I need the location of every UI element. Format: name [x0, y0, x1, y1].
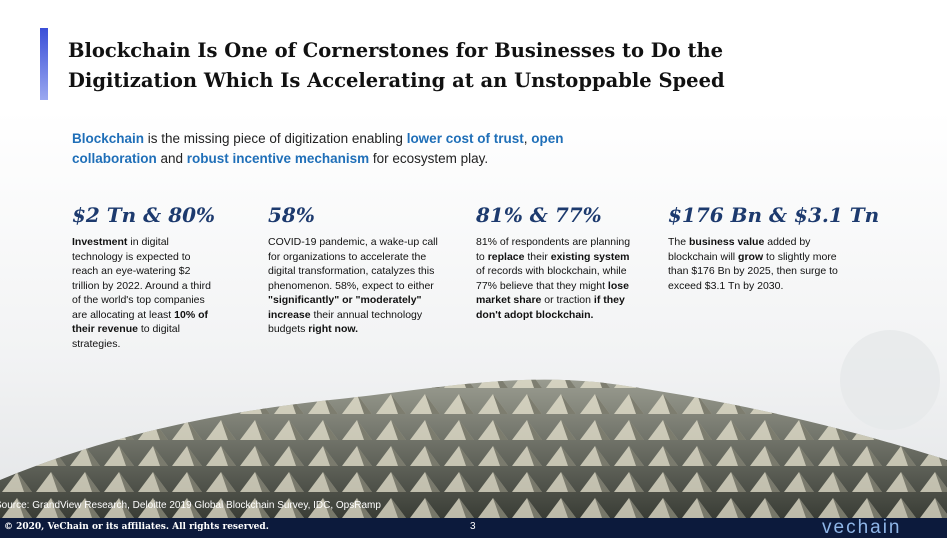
text-run: Blockchain — [72, 131, 145, 146]
stat-body: The business value added by blockchain w… — [668, 235, 843, 293]
stat-heading: 81% & 77% — [476, 203, 602, 227]
footer: © 2020, VeChain or its affiliates. All r… — [0, 517, 947, 538]
text-run: grow — [738, 250, 764, 263]
text-run: their — [524, 250, 551, 263]
text-run: lose market share — [476, 279, 629, 307]
text-run: 81% of respondents are planning to — [476, 236, 631, 263]
stat-column: 81% & 77% 81% of respondents are planning… — [476, 203, 641, 322]
text-run: "significantly" or "moderately" increase — [268, 294, 422, 321]
text-run: to slightly more than $176 Bn by 2025, t… — [668, 250, 838, 292]
text-run: or traction — [541, 294, 594, 306]
text-run: and — [156, 151, 187, 166]
text-run: of records with blockchain, while 77% be… — [476, 265, 627, 292]
text-run: for ecosystem play. — [369, 151, 489, 166]
text-run: added by blockchain will — [668, 236, 811, 263]
source: Source: GrandView Research, Deloitte 201… — [0, 500, 381, 511]
title-line: Digitization Which Is Accelerating at an… — [68, 69, 725, 92]
text-run: existing system — [550, 250, 630, 263]
text-run: business value — [689, 236, 765, 248]
text-run: open collaboration — [72, 131, 564, 166]
logo: vechain — [822, 517, 902, 538]
stat-body: 81% of respondents are planning to repla… — [476, 235, 641, 322]
stat-heading: $2 Tn & 80% — [72, 203, 216, 227]
text-run: is the missing piece of digitization ena… — [144, 131, 407, 146]
text-run: , — [523, 131, 532, 146]
text-run: replace — [487, 250, 525, 263]
stat-column: 58% COVID-19 pandemic, a wake-up call for… — [268, 203, 448, 337]
stat-column: $2 Tn & 80% Investment in digital technol… — [72, 203, 216, 351]
text-run: to digital strategies. — [72, 323, 180, 350]
intro: Blockchain is the missing piece of digit… — [72, 129, 642, 169]
title-line: Blockchain Is One of Cornerstones for Bu… — [68, 39, 724, 62]
title: Blockchain Is One of Cornerstones for Bu… — [68, 36, 725, 96]
text-run: robust incentive mechanism — [186, 151, 370, 166]
page-number: 3 — [470, 521, 476, 532]
text-run: The — [668, 236, 690, 248]
stat-body: COVID-19 pandemic, a wake-up call for or… — [268, 235, 448, 337]
text-run: 10% of their revenue — [72, 308, 208, 336]
copyright: © 2020, VeChain or its affiliates. All r… — [4, 522, 269, 532]
text-run: COVID-19 pandemic, a wake-up call for or… — [268, 236, 438, 292]
stat-column: $176 Bn & $3.1 Tn The business value adde… — [668, 203, 880, 293]
text-run: lower cost of trust — [406, 131, 524, 146]
text-run: right now. — [308, 323, 359, 335]
text-run: if they don't adopt blockchain. — [476, 294, 625, 321]
stat-body: Investment in digital technology is expe… — [72, 235, 212, 351]
stat-heading: $176 Bn & $3.1 Tn — [668, 203, 880, 227]
text-run: in digital technology is expected to rea… — [72, 236, 211, 321]
text-run: Investment — [72, 236, 128, 248]
text-run: their annual technology budgets — [268, 308, 423, 336]
stat-heading: 58% — [268, 203, 315, 227]
